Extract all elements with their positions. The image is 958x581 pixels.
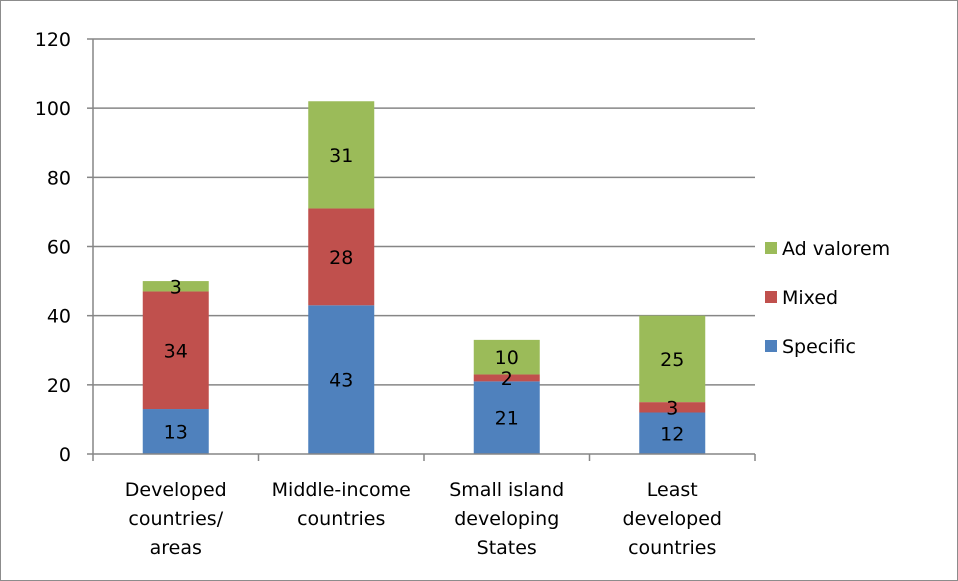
x-category-label: Middle-income countries bbox=[272, 479, 411, 530]
bar-specific bbox=[473, 381, 540, 454]
y-tick-label: 0 bbox=[59, 444, 71, 466]
bar-ad-valorem bbox=[142, 281, 209, 292]
legend-label: Ad valorem bbox=[782, 238, 890, 260]
y-tick-label: 60 bbox=[47, 237, 71, 259]
y-tick-label: 120 bbox=[35, 29, 71, 51]
legend-label: Specific bbox=[782, 336, 856, 358]
data-label-specific: 12 bbox=[660, 423, 684, 445]
data-labels: 13 34 3 43 28 31 21 210 12 3 25 bbox=[164, 145, 685, 445]
data-label-specific: 43 bbox=[329, 370, 353, 392]
y-tick-label: 40 bbox=[47, 306, 71, 328]
axes: 0 20 40 60 80 100 120 Developed countries/areas M… bbox=[35, 29, 756, 559]
legend-swatch bbox=[765, 242, 777, 254]
legend-swatch bbox=[765, 340, 777, 352]
x-category-label: Small island developing States bbox=[449, 479, 564, 559]
data-label-mixed: 3 bbox=[666, 397, 678, 419]
legend-label: Mixed bbox=[782, 287, 838, 309]
data-label-mixed: 34 bbox=[164, 340, 188, 362]
bar-specific bbox=[308, 305, 375, 454]
bar-specific bbox=[142, 409, 209, 454]
bar-mixed bbox=[639, 402, 706, 413]
data-label-specific: 13 bbox=[164, 422, 188, 444]
bar-mixed bbox=[308, 208, 375, 306]
y-tick-label: 80 bbox=[47, 167, 71, 189]
bar-ad-valorem bbox=[639, 315, 706, 403]
y-tick-label: 20 bbox=[47, 375, 71, 397]
data-label-ad-valorem: 25 bbox=[660, 349, 684, 371]
data-label-specific: 21 bbox=[495, 408, 519, 430]
data-label-ad-valorem: 31 bbox=[329, 145, 353, 167]
data-label-mixed: 28 bbox=[329, 247, 353, 269]
bar-ad-valorem bbox=[308, 101, 375, 209]
data-label-mixed: 2 bbox=[501, 368, 513, 390]
x-category-label: Developed countries/areas bbox=[125, 479, 227, 559]
data-label-ad-valorem: 3 bbox=[170, 276, 182, 298]
bar-specific bbox=[639, 412, 706, 454]
legend-swatch bbox=[765, 291, 777, 303]
data-label-ad-valorem: 10 bbox=[495, 347, 519, 369]
bar-mixed bbox=[473, 374, 540, 382]
x-category-label: Least developed countries bbox=[623, 479, 722, 559]
legend: Ad valorem Mixed Specific bbox=[765, 238, 890, 358]
bars bbox=[142, 101, 706, 454]
bar-mixed bbox=[142, 291, 209, 410]
y-tick-label: 100 bbox=[35, 98, 71, 120]
bar-ad-valorem bbox=[473, 339, 540, 375]
